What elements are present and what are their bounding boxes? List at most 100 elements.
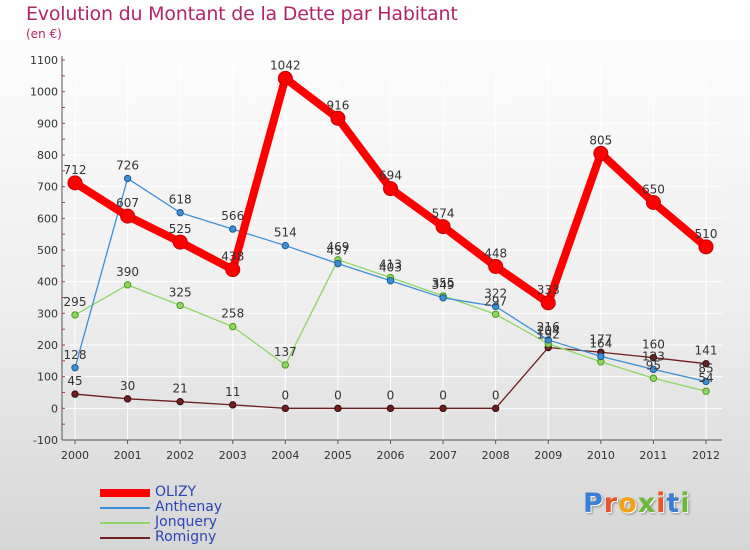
x-tick-label: 2007 — [429, 449, 457, 462]
data-point-jonquery — [229, 322, 237, 331]
data-point-jonquery — [702, 387, 710, 395]
data-point-olizy — [172, 234, 188, 250]
data-label-anthenay: 123 — [642, 349, 665, 363]
data-label-olizy: 333 — [537, 283, 560, 297]
data-point-romigny — [281, 404, 290, 413]
data-point-anthenay — [544, 336, 552, 344]
chart-subtitle: (en €) — [26, 27, 62, 41]
data-point-olizy — [120, 208, 136, 224]
legend-swatch — [100, 489, 150, 497]
data-point-anthenay — [649, 365, 658, 374]
data-label-jonquery: 258 — [221, 307, 244, 321]
data-label-anthenay: 216 — [537, 320, 560, 334]
x-tick-label: 2000 — [61, 449, 89, 462]
legend-swatch — [100, 522, 150, 524]
logo-letter: t — [666, 488, 681, 519]
data-point-jonquery — [281, 361, 290, 369]
logo-letter: i — [656, 488, 667, 519]
legend-label: Jonquery — [155, 514, 217, 530]
data-label-anthenay: 349 — [432, 278, 455, 292]
data-point-jonquery — [71, 311, 79, 319]
legend-label: Romigny — [155, 529, 217, 545]
line-chart: -100010020030040050060070080090010001100… — [30, 54, 722, 462]
data-label-anthenay: 403 — [379, 261, 402, 275]
y-tick-label: 200 — [37, 339, 58, 352]
data-label-anthenay: 726 — [116, 158, 139, 172]
data-point-romigny — [123, 395, 132, 403]
legend-label: Anthenay — [155, 499, 223, 515]
y-tick-label: 100 — [37, 371, 58, 384]
legend-swatch — [100, 507, 150, 509]
data-point-anthenay — [281, 241, 290, 250]
data-label-olizy: 916 — [326, 98, 349, 112]
y-tick-label: 900 — [37, 117, 58, 130]
data-label-olizy: 1042 — [270, 58, 301, 72]
data-point-anthenay — [123, 174, 132, 183]
y-tick-label: 700 — [37, 181, 58, 194]
data-point-jonquery — [123, 281, 132, 289]
x-tick-label: 2006 — [377, 449, 405, 462]
logo-letter: o — [618, 488, 638, 519]
data-label-olizy: 510 — [695, 227, 718, 241]
data-point-anthenay — [491, 302, 500, 311]
data-point-romigny — [334, 404, 342, 413]
data-label-olizy: 448 — [484, 246, 507, 260]
data-point-olizy — [488, 258, 504, 274]
data-point-romigny — [386, 404, 395, 413]
data-label-olizy: 574 — [432, 207, 455, 221]
data-label-jonquery: 54 — [698, 371, 713, 385]
data-point-olizy — [645, 195, 661, 210]
data-point-olizy — [67, 175, 83, 191]
data-label-anthenay: 164 — [589, 336, 612, 350]
data-point-anthenay — [176, 208, 184, 217]
data-label-anthenay: 322 — [484, 286, 507, 300]
y-tick-label: 300 — [37, 307, 58, 320]
legend-swatch — [100, 537, 150, 539]
data-label-jonquery: 95 — [646, 358, 661, 372]
y-tick-label: 400 — [37, 276, 58, 289]
data-point-olizy — [383, 181, 398, 197]
data-label-romigny: 0 — [387, 388, 395, 402]
data-point-olizy — [593, 145, 609, 161]
data-label-romigny: 11 — [225, 385, 240, 399]
data-label-jonquery: 297 — [484, 294, 507, 308]
data-label-olizy: 607 — [116, 196, 139, 210]
chart-title: Evolution du Montant de la Dette par Hab… — [26, 3, 458, 25]
data-point-anthenay — [702, 377, 710, 386]
data-point-jonquery — [649, 374, 658, 382]
data-label-anthenay: 128 — [64, 348, 87, 362]
data-point-olizy — [698, 239, 714, 255]
data-label-jonquery: 204 — [537, 324, 560, 338]
data-label-romigny: 30 — [120, 379, 135, 393]
data-point-anthenay — [439, 294, 447, 302]
data-point-romigny — [176, 397, 184, 406]
logo-letter: i — [680, 488, 691, 519]
data-label-romigny: 45 — [67, 374, 82, 388]
x-tick-label: 2010 — [587, 449, 615, 462]
data-point-anthenay — [386, 277, 395, 285]
data-point-romigny — [439, 404, 447, 413]
data-point-olizy — [435, 219, 451, 235]
data-point-olizy — [330, 110, 346, 126]
x-tick-label: 2003 — [219, 449, 247, 462]
data-label-romigny: 21 — [173, 382, 188, 396]
x-tick-label: 2011 — [639, 449, 667, 462]
data-point-romigny — [229, 401, 237, 409]
data-label-anthenay: 618 — [169, 193, 192, 207]
data-label-anthenay: 85 — [698, 361, 713, 375]
data-label-jonquery: 390 — [116, 265, 139, 279]
data-label-romigny: 160 — [642, 338, 665, 352]
y-tick-label: 600 — [37, 212, 58, 225]
y-tick-label: -100 — [33, 434, 58, 447]
x-tick-label: 2012 — [692, 449, 720, 462]
data-label-romigny: 0 — [492, 388, 500, 402]
x-tick-label: 2009 — [534, 449, 562, 462]
logo-letter: P — [583, 488, 604, 519]
data-label-jonquery: 325 — [169, 285, 192, 299]
data-label-romigny: 0 — [334, 388, 342, 402]
data-label-jonquery: 355 — [432, 276, 455, 290]
y-tick-label: 500 — [37, 244, 58, 257]
y-tick-label: 800 — [37, 149, 58, 162]
data-label-olizy: 805 — [589, 133, 612, 147]
